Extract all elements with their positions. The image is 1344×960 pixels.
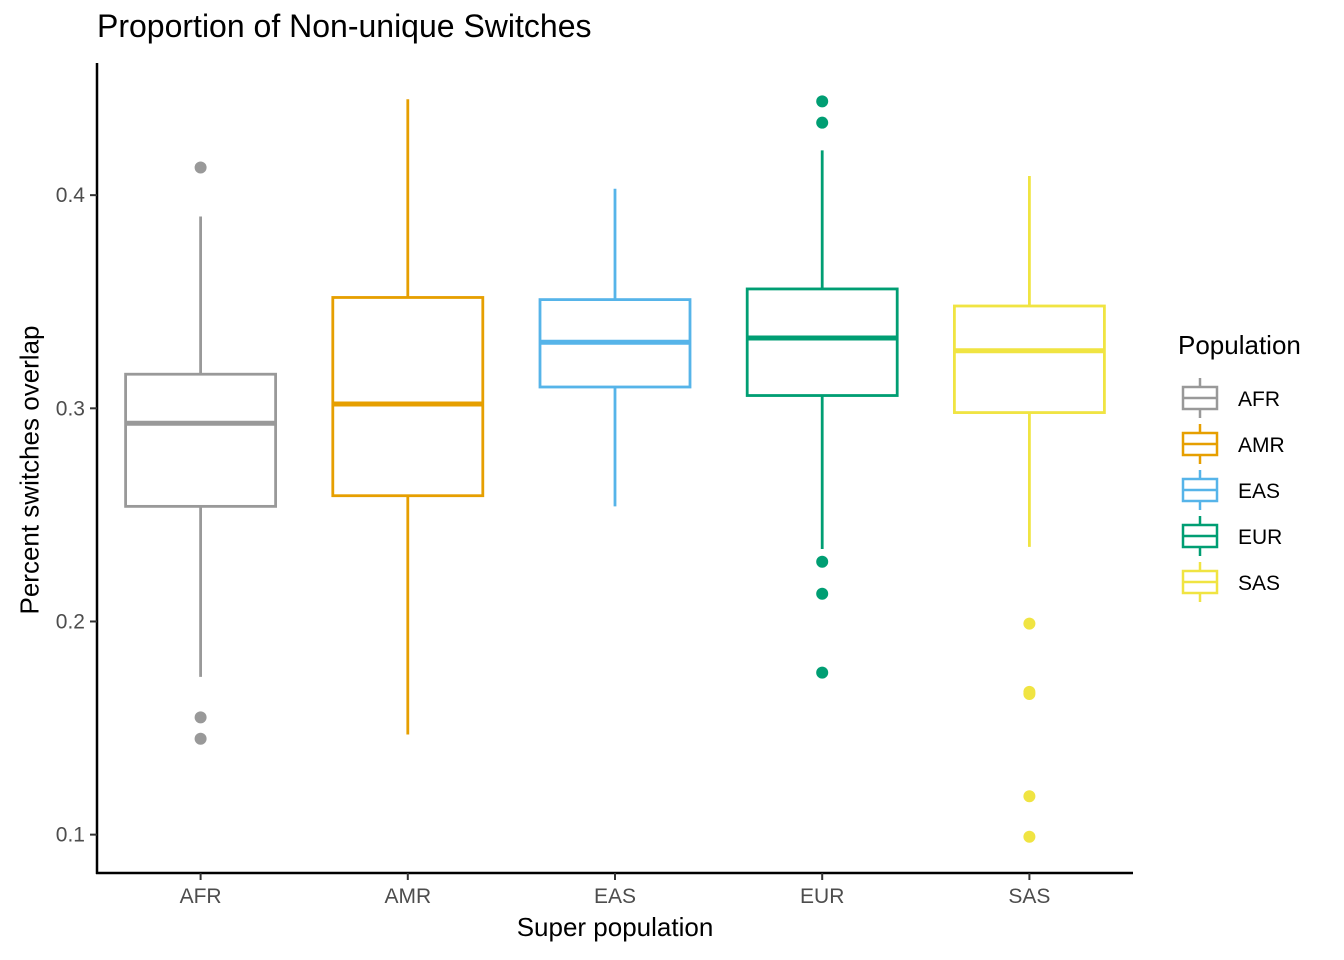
y-tick-label: 0.1 <box>56 824 85 847</box>
legend-label: EAS <box>1238 480 1280 503</box>
box-afr <box>124 161 277 745</box>
legend-item-eur: EUR <box>1181 516 1282 556</box>
x-tick-label: SAS <box>1008 885 1050 908</box>
outlier-point <box>1023 617 1036 630</box>
box-eas <box>538 188 692 507</box>
outlier-point <box>194 161 207 174</box>
legend-label: AFR <box>1238 388 1280 411</box>
x-axis-label: Super population <box>516 912 714 942</box>
legend-label: AMR <box>1238 434 1285 457</box>
outlier-point <box>194 732 207 745</box>
x-tick-label: EUR <box>800 885 844 908</box>
box-iqr <box>331 296 485 498</box>
y-tick-label: 0.2 <box>56 610 85 633</box>
axes: 0.1 0.2 0.3 0.4 AFR AMR EAS EUR SAS <box>56 63 1133 908</box>
outlier-point <box>194 711 207 724</box>
outlier-point <box>816 587 829 600</box>
legend-label: SAS <box>1238 572 1280 595</box>
outlier-point <box>816 95 829 108</box>
x-tick-label: EAS <box>594 885 636 908</box>
outlier-point <box>816 555 829 568</box>
legend-title: Population <box>1178 330 1301 360</box>
plot-area <box>124 95 1106 843</box>
legend-item-amr: AMR <box>1181 424 1285 464</box>
legend: AFR AMR EAS EUR SAS <box>1181 378 1285 602</box>
legend-item-eas: EAS <box>1181 470 1280 510</box>
box-eur <box>745 95 899 679</box>
x-tick-label: AMR <box>384 885 431 908</box>
x-tick-label: AFR <box>180 885 222 908</box>
outlier-point <box>1023 687 1036 700</box>
box-iqr <box>745 287 899 397</box>
legend-item-afr: AFR <box>1181 378 1280 418</box>
y-tick-label: 0.4 <box>56 184 86 207</box>
box-iqr <box>124 372 277 508</box>
chart-title: Proportion of Non-unique Switches <box>97 8 592 44</box>
y-tick-label: 0.3 <box>56 397 85 420</box>
legend-label: EUR <box>1238 526 1282 549</box>
box-amr <box>331 99 485 735</box>
outlier-point <box>816 666 829 679</box>
outlier-point <box>1023 830 1036 843</box>
outlier-point <box>1023 790 1036 803</box>
box-sas <box>953 175 1106 843</box>
outlier-point <box>816 116 829 129</box>
box-iqr <box>953 304 1106 414</box>
legend-item-sas: SAS <box>1181 562 1280 602</box>
